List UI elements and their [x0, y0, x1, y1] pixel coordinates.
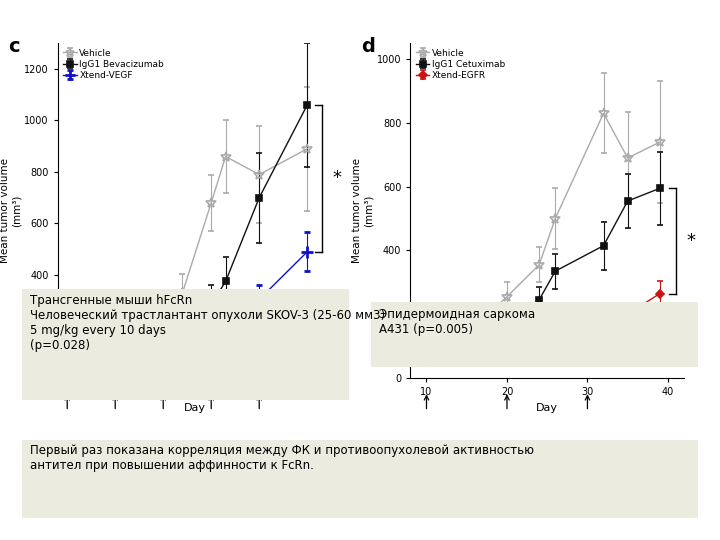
- Y-axis label: Mean tumor volume
(mm³): Mean tumor volume (mm³): [353, 158, 374, 263]
- Text: c: c: [9, 37, 20, 56]
- X-axis label: Day: Day: [536, 403, 558, 413]
- Text: *: *: [333, 170, 341, 187]
- Legend: Vehicle, IgG1 Bevacizumab, Xtend-VEGF: Vehicle, IgG1 Bevacizumab, Xtend-VEGF: [62, 48, 165, 81]
- Text: d: d: [361, 37, 375, 56]
- Text: Трансгенные мыши hFcRn
Человеческий трастлантант опухоли SKOV-3 (25-60 мм3)
5 mg: Трансгенные мыши hFcRn Человеческий трас…: [30, 294, 385, 352]
- Y-axis label: Mean tumor volume
(mm³): Mean tumor volume (mm³): [0, 158, 21, 263]
- Text: Эпидермоидная саркома
A431 (p=0.005): Эпидермоидная саркома A431 (p=0.005): [379, 308, 536, 336]
- X-axis label: Day: Day: [184, 403, 205, 413]
- Text: *: *: [687, 232, 696, 250]
- Legend: Vehicle, IgG1 Cetuximab, Xtend-EGFR: Vehicle, IgG1 Cetuximab, Xtend-EGFR: [415, 48, 506, 81]
- Text: Первый раз показана корреляция между ФК и противоопухолевой активностью
антител : Первый раз показана корреляция между ФК …: [30, 444, 534, 472]
